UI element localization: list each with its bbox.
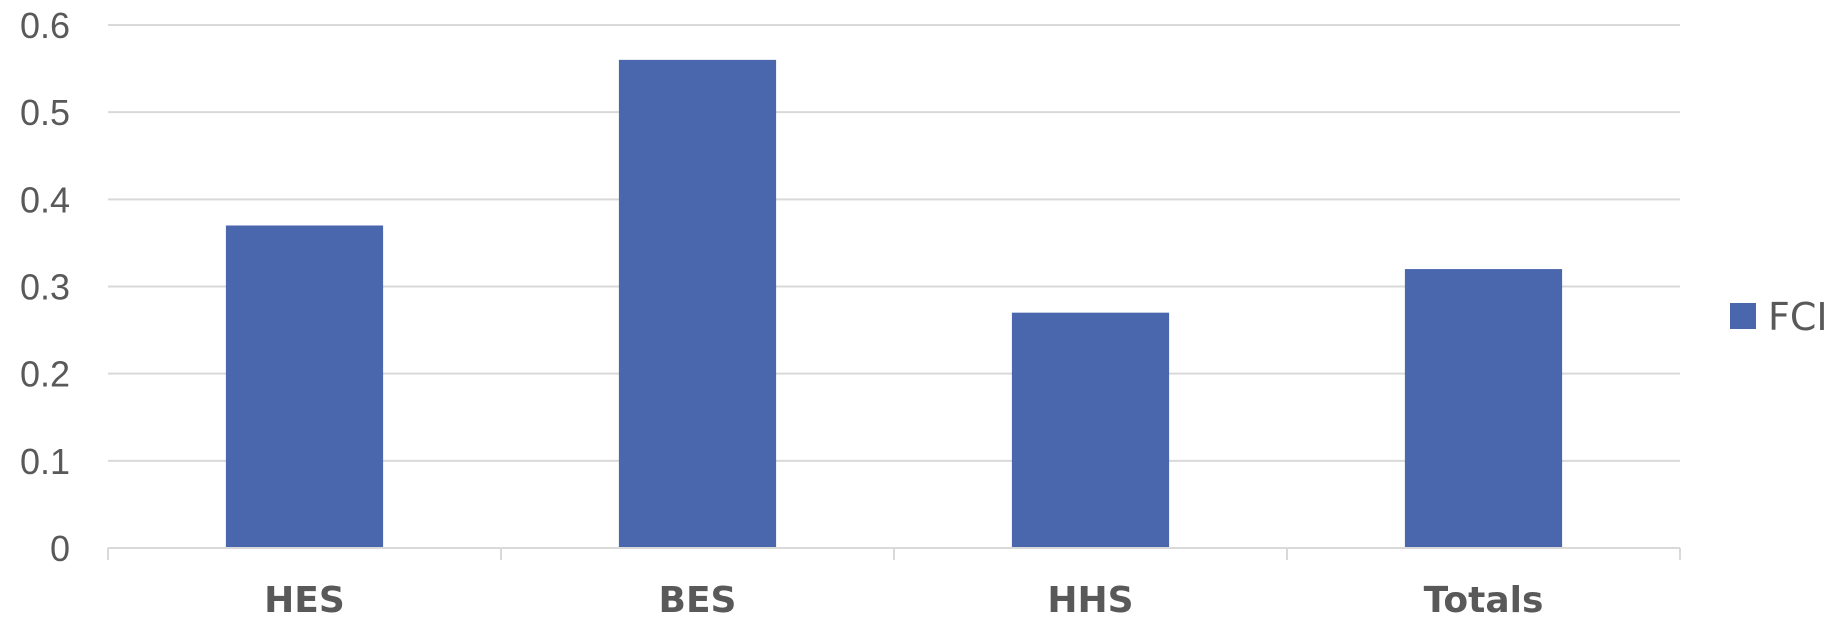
x-tick-label: BES: [659, 580, 737, 620]
x-tick-label: HES: [264, 580, 345, 620]
y-tick-label: 0: [50, 528, 70, 569]
y-axis-ticks: 0 0.1 0.2 0.3 0.4 0.5 0.6: [20, 5, 70, 569]
legend-label: FCI: [1768, 295, 1828, 339]
y-tick-label: 0.6: [20, 5, 70, 46]
y-tick-label: 0.5: [20, 92, 70, 133]
bar-totals: [1404, 269, 1563, 548]
legend: FCI: [1730, 295, 1828, 339]
y-tick-label: 0.4: [20, 179, 70, 220]
bar-hes: [225, 225, 384, 548]
y-tick-label: 0.3: [20, 267, 70, 308]
legend-swatch: [1730, 303, 1756, 329]
y-tick-label: 0.1: [20, 441, 70, 482]
x-axis: HES BES HHS Totals: [107, 547, 1681, 620]
bar-bes: [618, 59, 777, 548]
bar-hhs: [1011, 312, 1170, 548]
y-tick-label: 0.2: [20, 354, 70, 395]
x-tick-label: HHS: [1047, 580, 1133, 620]
x-tick-label: Totals: [1424, 580, 1544, 620]
bars: [225, 59, 1563, 548]
